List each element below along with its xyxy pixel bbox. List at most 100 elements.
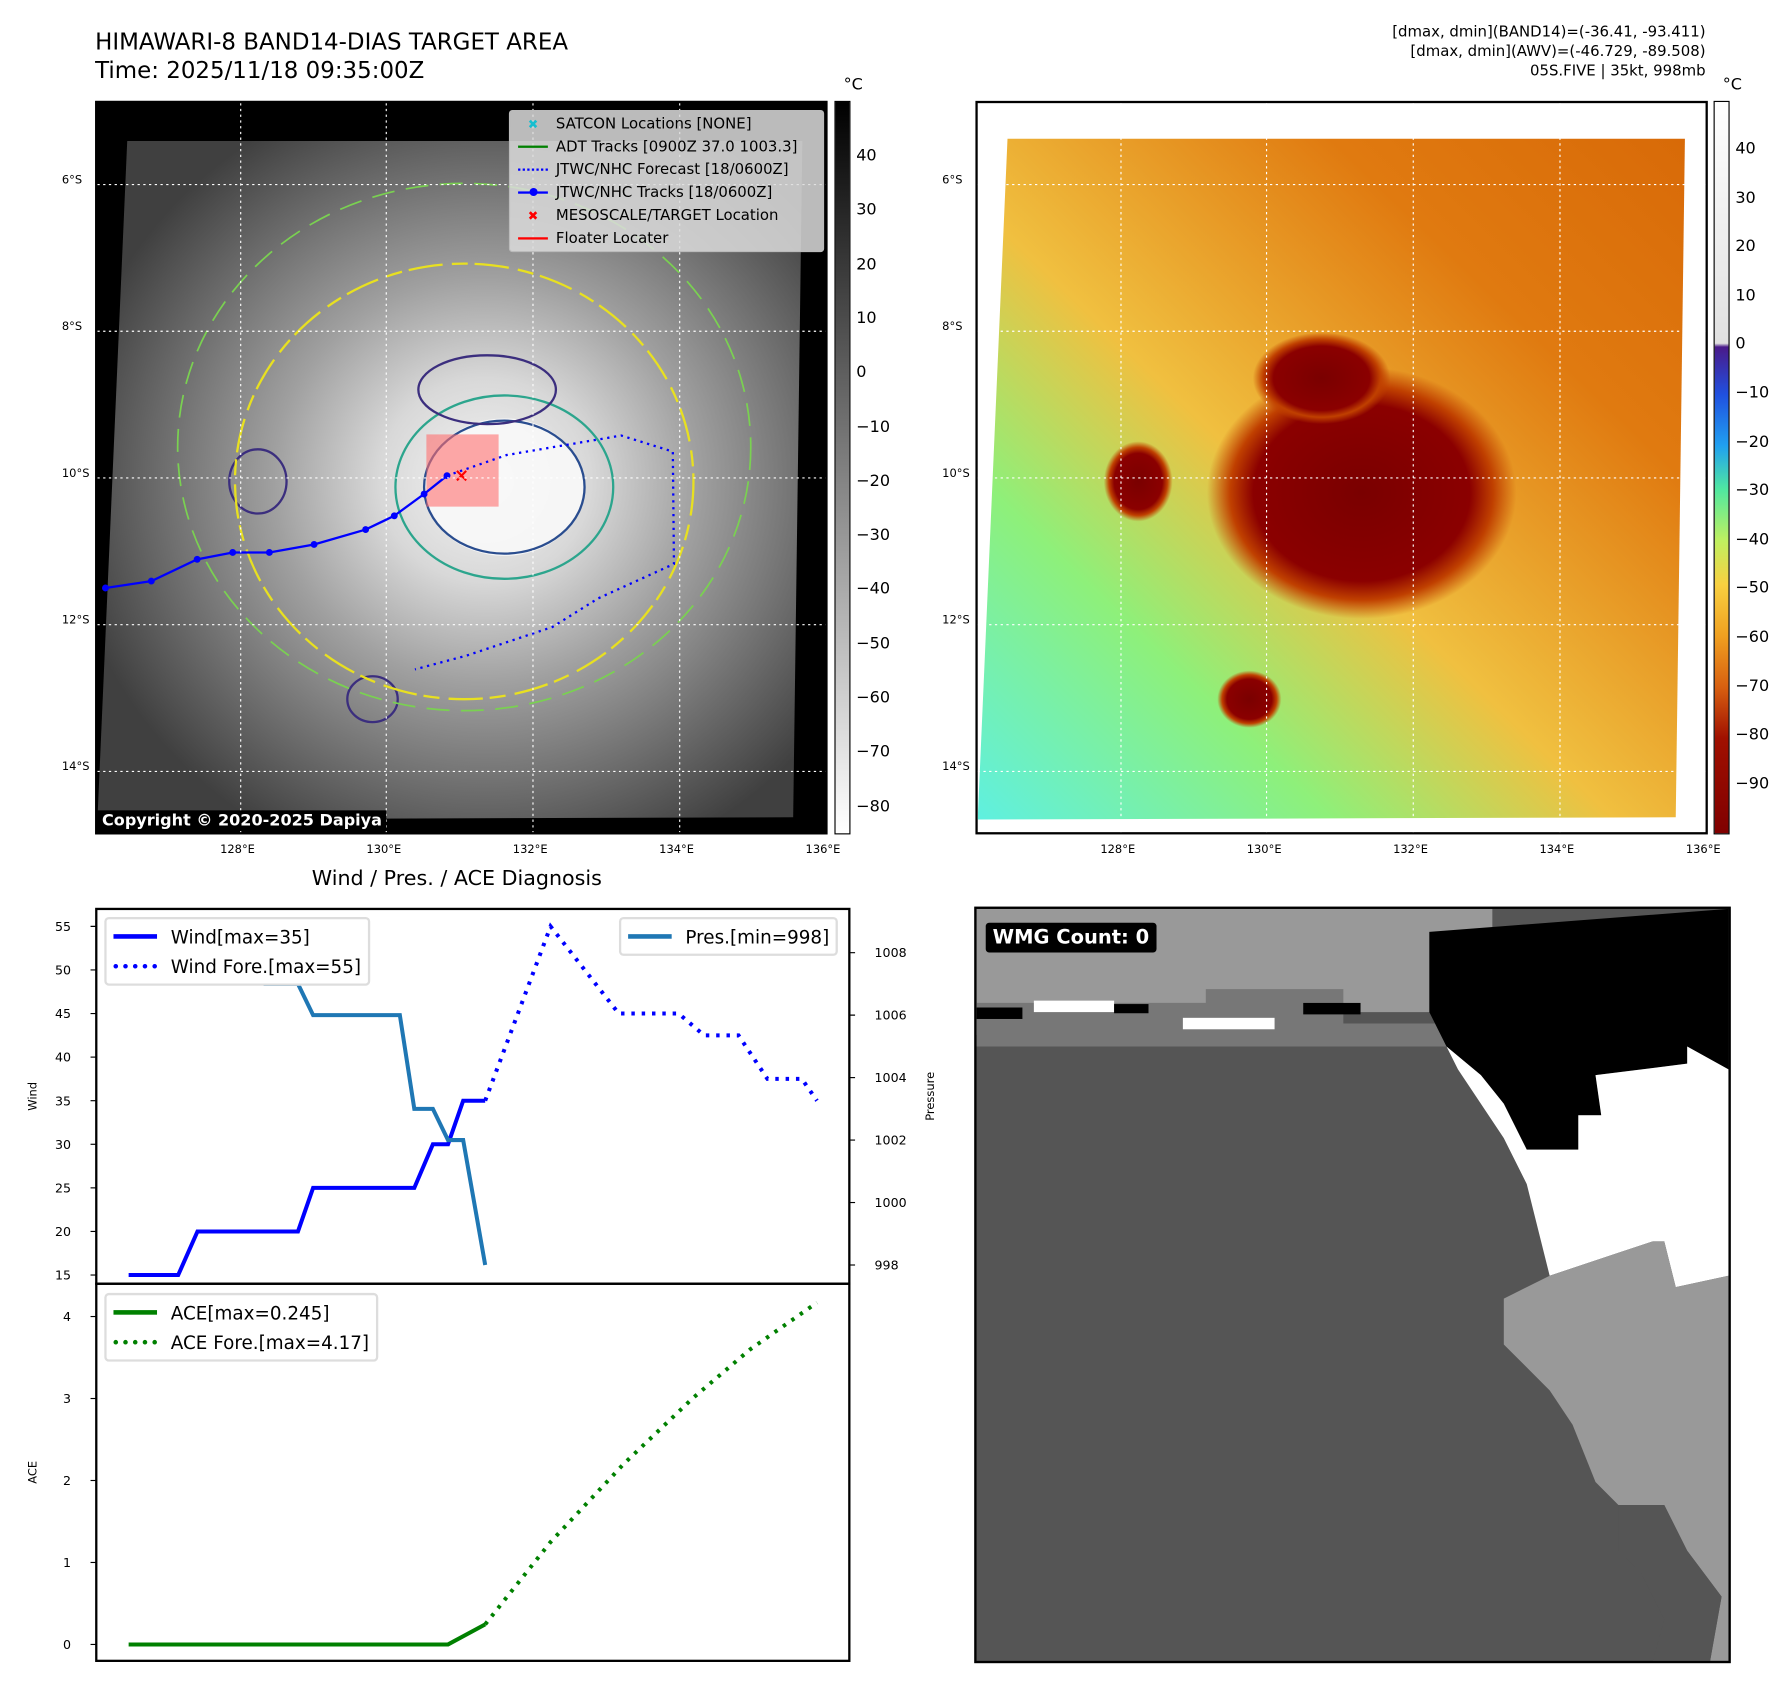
y-tick-label: 3 [63,1391,71,1406]
y-tick-label: 1 [63,1555,71,1570]
y-tick-label: 55 [55,919,71,934]
ir-map-panel: × ✖ SATCON Locations [NONE] ADT Tracks [09… [95,100,828,835]
title-text: HIMAWARI-8 BAND14-DIAS TARGET AREA [95,27,569,56]
colorbar2-tick-label: −40 [1735,530,1770,549]
y2-axis-label: Pressure [923,1072,937,1121]
stat-storm: 05S.FIVE | 35kt, 998mb [1529,63,1706,81]
colorbar2-tick-label: 20 [1735,237,1756,256]
awv-map-image [977,103,1706,833]
best-track [105,474,448,590]
y-tick-label: 50 [55,963,71,978]
wind-legend: Wind[max=35] Wind Fore.[max=55] [104,916,371,986]
pres-legend-line [628,934,672,939]
y-tick-label: 2 [63,1473,71,1488]
wmg-panel: WMG Count: 0 [974,906,1731,1664]
map1-lat-label: 10°S [61,467,90,481]
map1-lon-label: 136°E [805,843,841,857]
figure-title: HIMAWARI-8 BAND14-DIAS TARGET AREA Time:… [95,28,568,85]
pres-legend: Pres.[min=998] [618,916,839,956]
legend-label: SATCON Locations [NONE] [555,115,752,133]
y-tick-label: 0 [63,1637,71,1652]
target-marker: × [454,465,469,486]
colorbar1-unit: °C [843,75,863,94]
line-dot-icon [510,187,556,197]
legend-label: ADT Tracks [0900Z 37.0 1003.3] [555,138,798,156]
y-axis-label: ACE [26,1461,40,1484]
ace-legend-line [113,1310,158,1315]
dotted-line-icon [510,168,556,171]
map1-lon-label: 130°E [366,843,402,857]
colorbar1-tick-label: 40 [856,146,877,166]
map1-lon-label: 132°E [512,843,548,857]
pres-legend-label: Pres.[min=998] [685,925,830,948]
map2-lat-label: 10°S [942,467,970,481]
colorbar1-tick-label: −70 [856,743,891,762]
stat-band14: [dmax, dmin](BAND14)=(-36.41, -93.411) [1392,24,1706,42]
y-tick-label: 35 [55,1093,71,1108]
time-text: Time: 2025/11/18 09:35:00Z [95,56,425,84]
legend-item: JTWC/NHC Forecast [18/0600Z] [510,158,823,181]
map1-lon-label: 128°E [220,843,255,857]
map2-lon-label: 128°E [1100,843,1136,857]
y2-tick-label: 1000 [875,1195,907,1210]
legend-item: ✖ SATCON Locations [NONE] [510,112,823,135]
legend-item: ADT Tracks [0900Z 37.0 1003.3] [510,135,823,158]
plot-frame [95,1282,851,1662]
colorbar1-tick-label: 10 [856,309,877,328]
y2-tick-label: 1006 [875,1008,907,1023]
series-line-ace [128,1622,487,1647]
colorbar2-tick-label: −30 [1735,481,1770,500]
map2-lon-label: 130°E [1246,843,1282,857]
legend-label: JTWC/NHC Forecast [18/0600Z] [555,161,789,179]
floater-box [426,434,499,507]
colorbar2-tick-label: 30 [1735,188,1756,207]
legend-item: JTWC/NHC Tracks [18/0600Z] [510,181,823,204]
solid-line-icon [510,237,556,240]
colorbar1-tick-label: −10 [856,417,891,437]
ace-legend: ACE[max=0.245] ACE Fore.[max=4.17] [104,1292,379,1362]
map2-lat-label: 12°S [942,614,970,627]
y2-tick-label: 1002 [875,1133,907,1148]
legend-item: ✖ MESOSCALE/TARGET Location [510,204,823,227]
stats-block: [dmax, dmin](BAND14)=(-36.41, -93.411) [… [1392,23,1705,81]
wind-legend-label: Wind[max=35] [170,925,310,948]
wmg-count-badge: WMG Count: 0 [985,922,1157,953]
awv-map-panel [975,100,1708,835]
y2-tick-label: 1004 [875,1070,907,1085]
ir-map-image: × [97,103,826,833]
colorbar2-tick-label: −60 [1735,628,1770,647]
x-marker-icon: ✖ [527,208,539,223]
diagnosis-title: Wind / Pres. / ACE Diagnosis [311,866,602,891]
colorbar1-tick-label: −40 [856,580,891,599]
diagnosis-charts: 1520253035404550559981000100210041006100… [26,907,937,1662]
colorbar2-tick-label: 40 [1735,139,1756,159]
wind-fore-legend-line [113,963,158,969]
map2-lon-label: 136°E [1685,843,1721,857]
x-marker-icon: ✖ [527,116,539,132]
colorbar2-tick-label: −10 [1735,383,1770,403]
y-tick-label: 45 [55,1006,71,1021]
forecast-track [414,434,676,671]
map2-lat-label: 8°S [942,320,963,334]
map1-lat-label: 12°S [61,614,90,627]
y-tick-label: 20 [55,1224,71,1239]
colorbar1-tick-label: −80 [856,797,891,816]
colorbar2-unit: °C [1722,75,1742,94]
colorbar1-tick-label: −60 [856,688,891,708]
colorbar2-tick-label: 10 [1735,286,1756,305]
map1-lat-label: 14°S [61,761,90,774]
ace-fore-legend-line [113,1339,158,1345]
colorbar2-tick-label: −80 [1735,725,1770,745]
map2-lat-label: 14°S [942,761,970,774]
map1-lat-label: 8°S [61,320,83,334]
colorbar2-tick-label: −50 [1735,579,1770,598]
solid-line-icon [510,145,556,148]
stat-awv: [dmax, dmin](AWV)=(-46.729, -89.508) [1410,43,1706,61]
colorbar2-tick-label: −70 [1735,676,1770,696]
wmg-image [976,908,1729,1661]
colorbar1-tick-label: −20 [856,472,891,491]
series-line-wind [128,1098,486,1278]
colorbar-awv [1713,100,1730,835]
wind-fore-legend-label: Wind Fore.[max=55] [170,955,362,978]
legend-item: Floater Locater [510,227,823,250]
